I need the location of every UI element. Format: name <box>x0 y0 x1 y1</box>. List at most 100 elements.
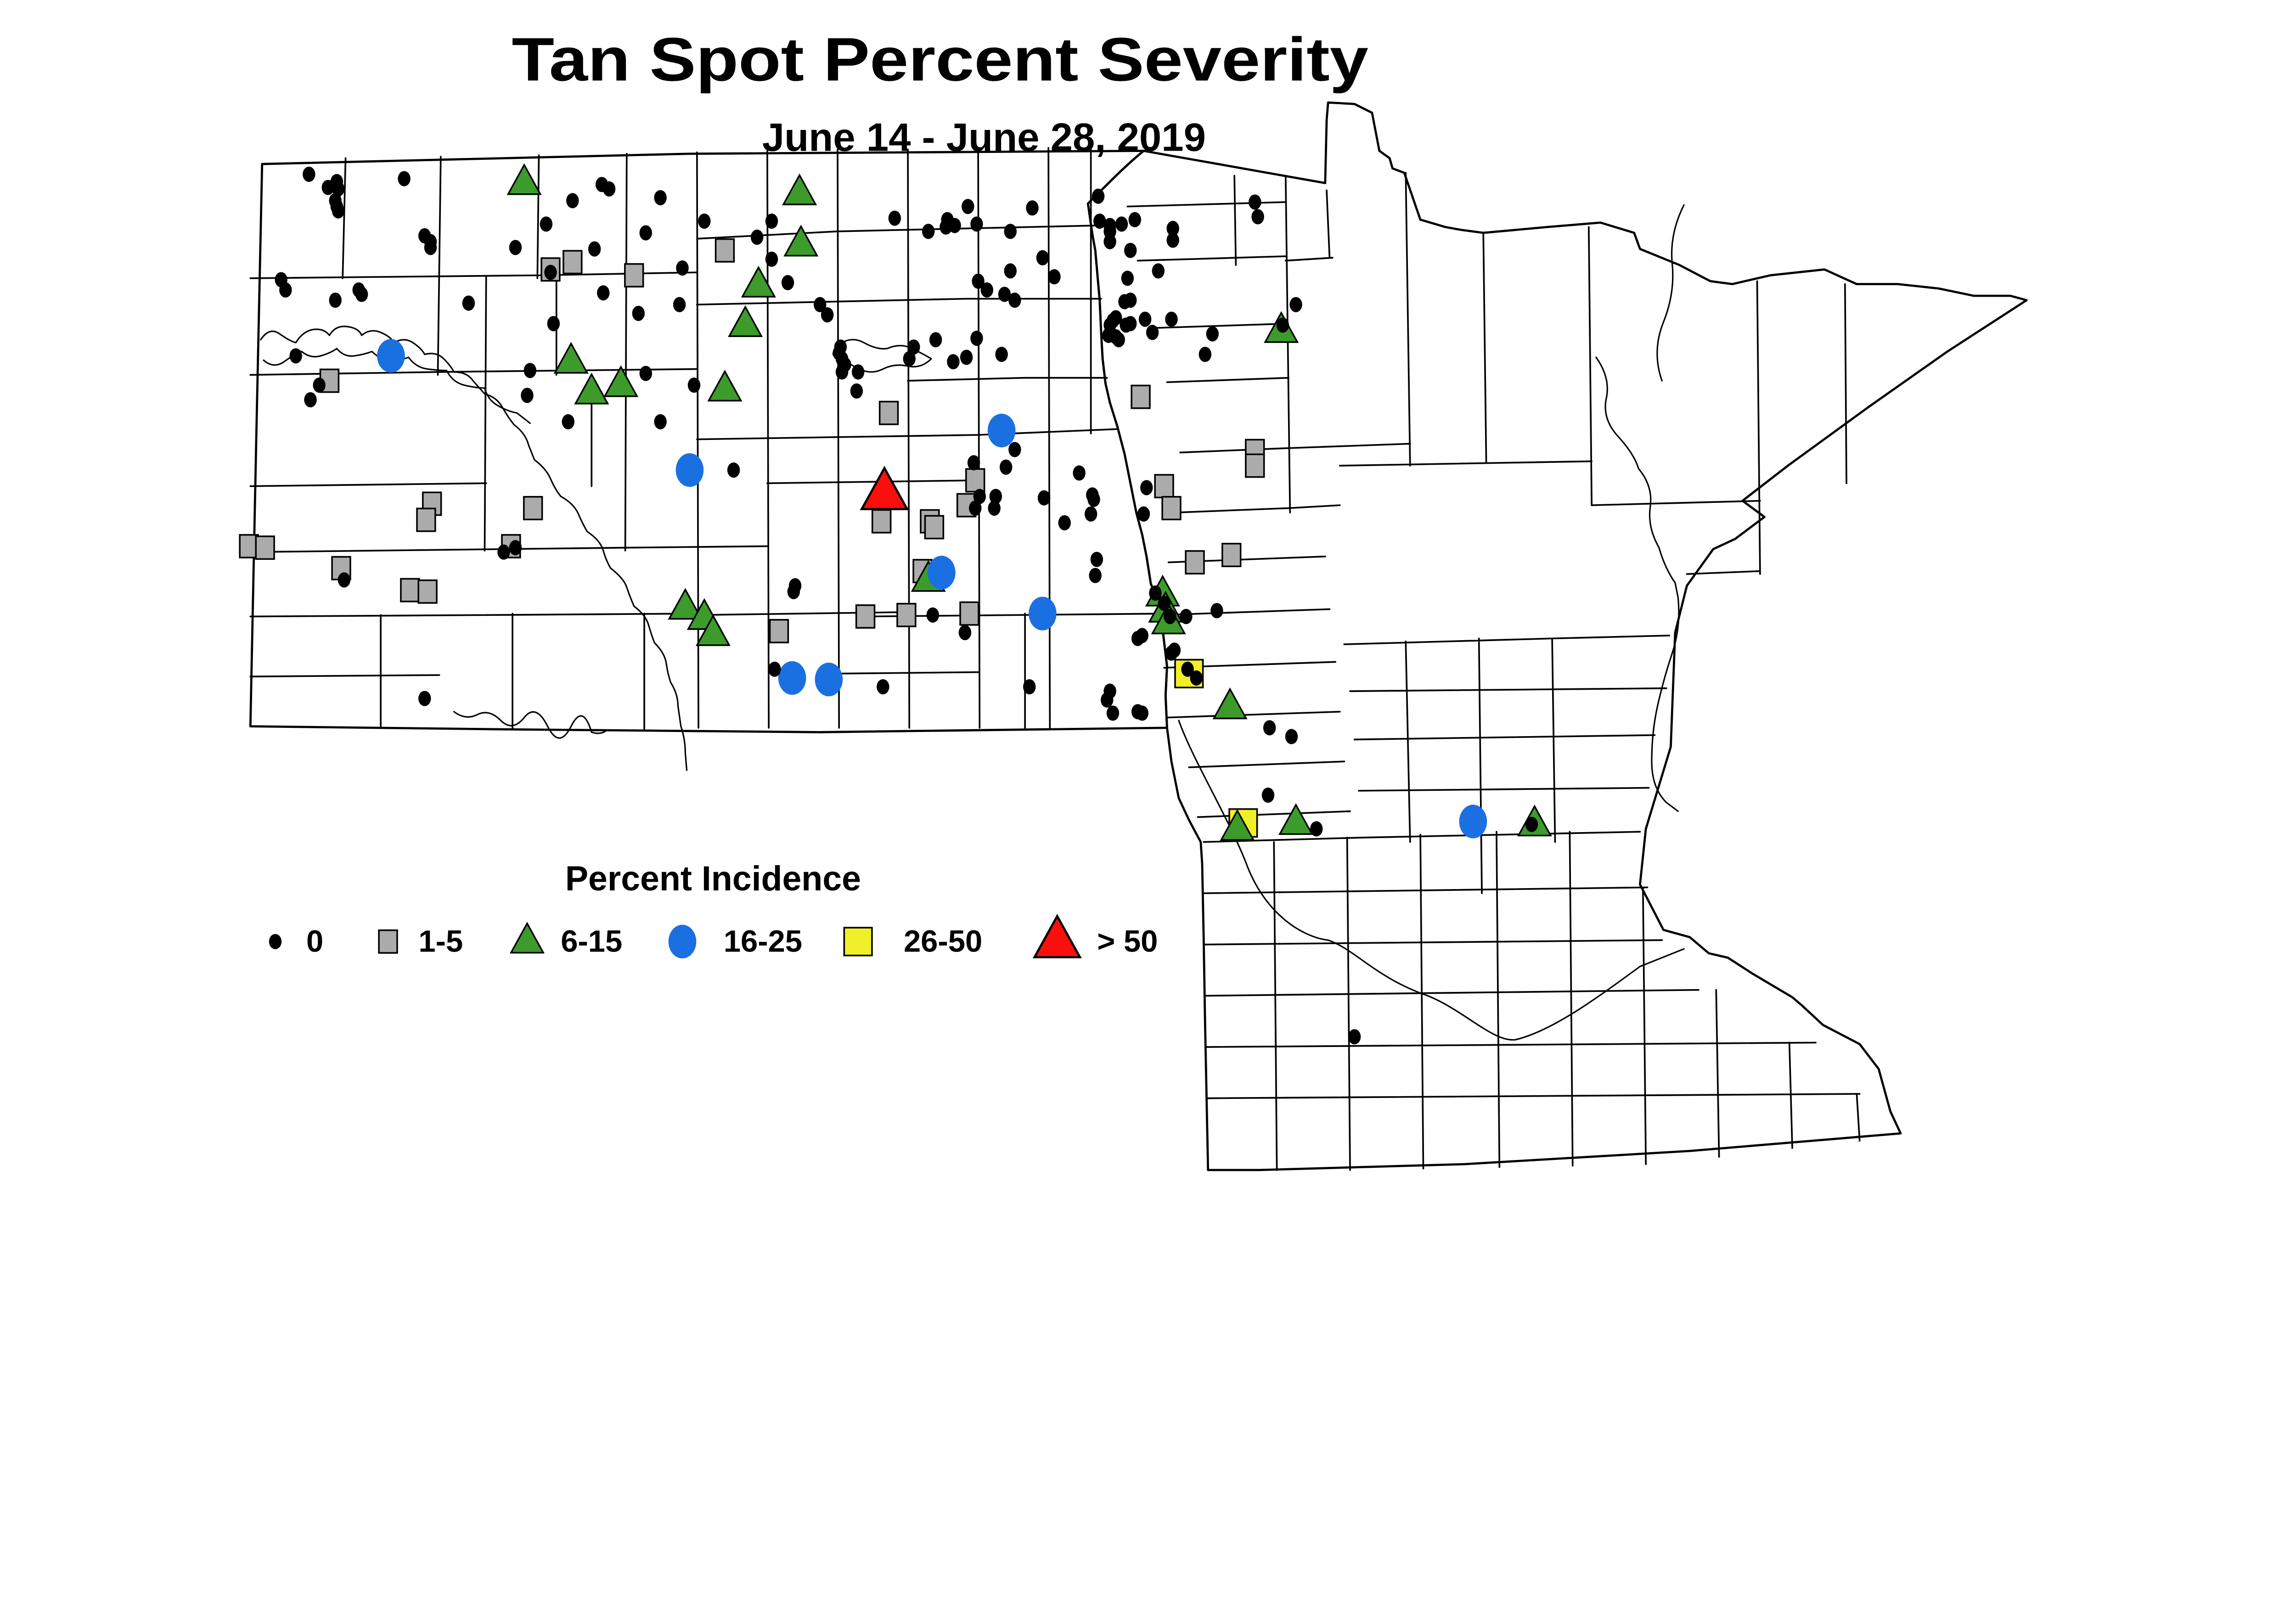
marker-group-dot <box>275 166 1538 1045</box>
legend-title: Percent Incidence <box>565 859 861 898</box>
marker-dot <box>1210 603 1223 619</box>
marker-square <box>1245 453 1265 478</box>
marker-dot <box>303 166 315 182</box>
cannonball-river <box>453 711 607 739</box>
marker-dot <box>962 199 974 214</box>
map-figure: Tan Spot Percent Severity June 14 - June… <box>239 25 2028 1171</box>
marker-dot <box>355 287 368 302</box>
marker-dot <box>497 544 510 560</box>
marker-dot <box>304 392 317 408</box>
marker-dot <box>1004 263 1017 279</box>
legend-item-label: > 50 <box>1097 924 1158 959</box>
marker-dot <box>1190 670 1203 686</box>
mn-county-north <box>1288 172 1847 575</box>
marker-dot <box>597 285 610 301</box>
mississippi-river <box>1595 204 1685 812</box>
marker-square <box>400 578 420 602</box>
marker-dot <box>960 349 973 365</box>
marker-triangle <box>783 225 819 257</box>
marker-dot <box>1084 506 1097 522</box>
marker-square <box>769 619 789 643</box>
marker-circle <box>377 339 405 373</box>
marker-triangle <box>782 173 817 205</box>
marker-square <box>1131 384 1151 409</box>
marker-dot <box>544 265 557 280</box>
mn-county-south <box>1203 831 1861 1171</box>
marker-square <box>1221 543 1242 568</box>
marker-dot <box>1285 729 1298 744</box>
marker-dot <box>969 500 982 516</box>
legend-item-0: 0 <box>269 924 323 959</box>
marker-dot <box>1348 1029 1361 1045</box>
legend-item-label: 26-50 <box>904 924 982 959</box>
marker-dot <box>1087 491 1100 507</box>
marker-dot <box>279 282 292 298</box>
marker-dot <box>1249 194 1261 210</box>
marker-dot <box>1128 212 1142 227</box>
legend-symbol-dot <box>269 934 282 949</box>
marker-dot <box>1199 347 1212 362</box>
marker-dot <box>998 287 1011 302</box>
marker-dot <box>1023 679 1036 695</box>
marker-dot <box>418 691 431 706</box>
marker-dot <box>1165 645 1178 661</box>
marker-dot <box>1131 630 1144 646</box>
marker-dot <box>639 366 652 381</box>
marker-big-triangle <box>860 466 909 510</box>
legend-item-label: 0 <box>306 924 323 959</box>
marker-triangle <box>1220 809 1255 841</box>
marker-dot <box>1058 515 1071 531</box>
marker-dot <box>562 414 574 429</box>
marker-dot <box>1263 720 1276 736</box>
marker-dot <box>547 316 560 332</box>
marker-circle <box>928 556 956 590</box>
map-canvas: Tan Spot Percent Severity June 14 - June… <box>239 25 2028 1171</box>
legend: Percent Incidence 0 1-5 6-15 16-25 26-50 > 50 <box>269 859 1158 959</box>
marker-dot <box>687 377 701 393</box>
marker-dot <box>1026 200 1039 216</box>
marker-dot <box>972 273 985 289</box>
markers-layer <box>239 163 1552 1045</box>
marker-dot <box>654 190 667 206</box>
marker-triangle <box>1278 803 1314 835</box>
marker-dot <box>1276 317 1289 333</box>
marker-dot <box>329 293 342 308</box>
marker-group-circle <box>377 339 1487 839</box>
marker-dot <box>632 305 645 321</box>
marker-square <box>1185 550 1205 574</box>
marker-dot <box>850 383 863 399</box>
marker-triangle <box>695 614 731 646</box>
marker-dot <box>922 224 935 239</box>
marker-dot <box>1138 311 1152 327</box>
marker-dot <box>765 213 778 229</box>
legend-item-6-15: 6-15 <box>509 922 622 959</box>
marker-dot <box>1310 821 1323 837</box>
marker-group-big-square <box>1174 659 1258 838</box>
marker-square <box>855 604 876 629</box>
marker-dot <box>1036 250 1049 265</box>
marker-dot <box>926 607 939 623</box>
county-lines <box>249 147 1861 1171</box>
legend-item-26-50: 26-50 <box>843 924 982 959</box>
marker-dot <box>1106 313 1120 328</box>
legend-item-label: 6-15 <box>561 924 622 959</box>
marker-dot <box>1103 234 1116 249</box>
marker-dot <box>338 572 351 588</box>
legend-symbol-triangle <box>509 922 545 954</box>
marker-triangle <box>1212 687 1248 720</box>
marker-dot <box>1131 704 1144 720</box>
marker-triangle <box>574 372 609 405</box>
minnesota-river <box>1178 720 1685 1041</box>
marker-circle <box>987 413 1016 448</box>
legend-item-label: 16-25 <box>724 924 802 959</box>
marker-square <box>1161 496 1182 521</box>
marker-dot <box>999 459 1013 475</box>
marker-dot <box>1106 705 1120 721</box>
marker-dot <box>888 210 901 226</box>
marker-dot <box>1261 787 1275 803</box>
marker-dot <box>523 363 537 378</box>
marker-square <box>965 468 985 493</box>
marker-square <box>878 400 899 425</box>
marker-square <box>871 509 892 534</box>
marker-dot <box>398 171 411 186</box>
